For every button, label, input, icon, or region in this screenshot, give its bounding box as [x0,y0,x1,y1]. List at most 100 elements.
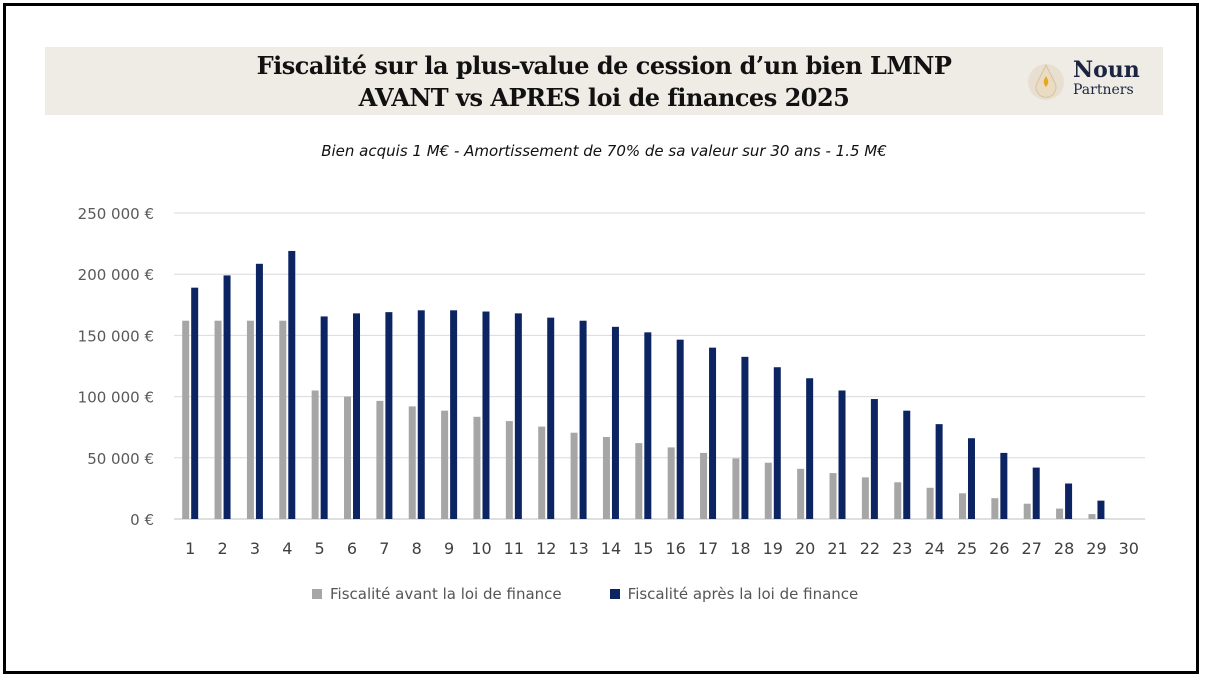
x-tick-label: 30 [1119,539,1139,558]
y-tick-label: 50 000 € [87,450,154,468]
bar-after [644,332,652,519]
bar-before [991,498,999,519]
y-tick-label: 200 000 € [78,266,154,284]
bar-before [667,447,675,519]
x-tick-label: 17 [698,539,718,558]
y-tick-label: 100 000 € [78,389,154,407]
bar-after [417,310,425,519]
bar-after [709,347,717,519]
x-tick-label: 18 [730,539,750,558]
y-tick-label: 0 € [130,511,154,529]
legend-label-before: Fiscalité avant la loi de finance [330,585,562,603]
bar-after [838,390,846,519]
bar-after [547,317,555,519]
bar-before [926,487,934,519]
bar-after [1065,483,1073,519]
bar-after [191,287,199,519]
bar-after [741,356,749,519]
x-tick-label: 20 [795,539,815,558]
x-tick-label: 26 [989,539,1009,558]
bar-before [441,410,449,519]
x-tick-label: 1 [185,539,195,558]
bar-before [344,396,352,519]
legend-swatch-after [609,589,620,599]
x-tick-label: 24 [924,539,944,558]
title-line-2: AVANT vs APRES loi de finances 2025 [358,83,850,112]
bar-before [861,477,869,519]
x-tick-label: 10 [471,539,491,558]
bar-after [870,399,878,519]
bar-after [223,275,231,519]
bar-before [408,406,416,519]
bar-after [903,410,911,519]
legend-item-before: Fiscalité avant la loi de finance [312,585,562,603]
x-tick-label: 9 [444,539,454,558]
bar-before [182,320,190,519]
bar-before [570,432,578,519]
bar-before [538,426,546,519]
bar-after [676,339,684,519]
bar-before [214,320,222,519]
x-tick-label: 22 [860,539,880,558]
y-tick-label: 150 000 € [78,327,154,345]
x-tick-label: 8 [412,539,422,558]
y-tick-label: 250 000 € [78,205,154,223]
x-tick-label: 27 [1022,539,1042,558]
bar-before [732,458,740,519]
bar-before [602,436,610,519]
bar-after [935,424,943,519]
bar-before [894,482,902,519]
bar-before [958,493,966,519]
bar-after [255,263,263,519]
logo-word-noun: Noun [1073,57,1140,83]
logo-word-partners: Partners [1073,82,1134,98]
bar-after [514,313,522,519]
bar-after [1000,452,1008,519]
bar-after [450,310,458,519]
x-tick-label: 23 [892,539,912,558]
bar-after [967,438,975,519]
noun-partners-logo-icon [1028,63,1064,100]
bar-before [1088,514,1096,519]
logo-text: Noun Partners [1073,58,1140,98]
bar-before [1023,503,1031,519]
bar-before [829,473,837,519]
bar-before [279,320,287,519]
bar-before [797,468,805,519]
x-tick-label: 3 [250,539,260,558]
x-tick-label: 7 [379,539,389,558]
chart-title: Fiscalité sur la plus-value de cession d… [45,47,1163,114]
legend-swatch-before [312,589,322,599]
bar-after [1097,500,1105,519]
x-tick-label: 4 [282,539,292,558]
x-tick-label: 14 [601,539,621,558]
x-tick-label: 6 [347,539,357,558]
legend-label-after: Fiscalité après la loi de finance [627,585,859,603]
title-banner [45,47,1163,115]
x-tick-label: 16 [666,539,686,558]
bar-before [505,421,513,519]
bar-before [473,416,481,519]
x-tick-label: 2 [217,539,227,558]
x-tick-label: 25 [957,539,977,558]
bar-after [611,326,619,519]
x-tick-label: 29 [1086,539,1106,558]
x-tick-label: 28 [1054,539,1074,558]
bar-before [635,443,643,519]
bar-before [1056,508,1064,519]
x-tick-label: 13 [568,539,588,558]
bar-after [579,320,587,519]
bar-after [806,378,814,519]
bar-before [700,452,708,519]
bar-after [385,312,393,519]
x-tick-label: 21 [827,539,847,558]
bar-after [353,313,361,519]
chart-legend: Fiscalité avant la loi de finance Fiscal… [312,585,858,603]
x-tick-label: 5 [315,539,325,558]
bar-before [311,390,319,519]
bar-after [288,250,296,519]
chart-subtitle: Bien acquis 1 M€ - Amortissement de 70% … [321,142,887,160]
x-tick-label: 12 [536,539,556,558]
x-tick-label: 15 [633,539,653,558]
